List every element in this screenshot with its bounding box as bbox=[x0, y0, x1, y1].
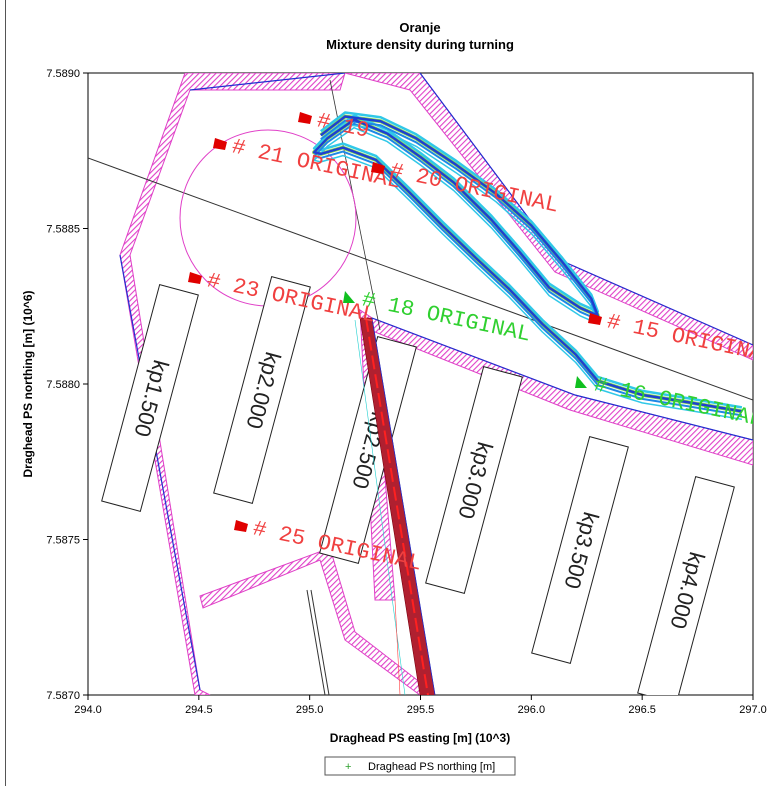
marker-flag bbox=[588, 313, 602, 325]
x-tick-label: 296.5 bbox=[628, 704, 656, 716]
chainage-box-frame bbox=[637, 476, 735, 695]
y-axis-label: Draghead PS northing [m] (10^6) bbox=[21, 290, 35, 477]
legend-marker: + bbox=[345, 761, 351, 773]
x-axis-label: Draghead PS easting [m] (10^3) bbox=[330, 731, 510, 745]
draghead-track bbox=[312, 111, 743, 421]
pipeline bbox=[354, 317, 436, 695]
marker-triangle bbox=[575, 376, 587, 388]
x-tick-label: 295.0 bbox=[296, 704, 324, 716]
track-line bbox=[313, 123, 743, 421]
x-tick-label: 294.0 bbox=[74, 704, 102, 716]
legend-label: Draghead PS northing [m] bbox=[368, 761, 495, 773]
chart-subtitle: Mixture density during turning bbox=[326, 37, 514, 52]
track-line bbox=[312, 111, 743, 409]
route-centerline bbox=[88, 157, 753, 401]
boundary-line-blue-3 bbox=[371, 317, 753, 441]
x-tick-label: 297.0 bbox=[739, 704, 767, 716]
y-tick-label: 7.5880 bbox=[46, 379, 80, 391]
area-boundary-west bbox=[119, 73, 346, 695]
y-tick-label: 7.5890 bbox=[46, 68, 80, 80]
legend-box bbox=[324, 756, 516, 776]
chainage-box-frame bbox=[531, 436, 629, 664]
pier bbox=[306, 589, 330, 695]
chainage-box-frame bbox=[213, 276, 311, 504]
track-line bbox=[313, 119, 743, 417]
chainage-box-frame bbox=[101, 284, 199, 512]
boundary-line-blue-1 bbox=[189, 73, 346, 91]
y-tick-label: 7.5875 bbox=[46, 535, 80, 547]
chainage-box: kp4.000 bbox=[637, 476, 735, 695]
marker-flag bbox=[371, 162, 385, 174]
chainage-box-frame bbox=[425, 366, 523, 594]
marker-flag bbox=[188, 272, 202, 284]
x-axis: 294.0 294.5 295.0 295.5 296.0 296.5 297.0 bbox=[74, 695, 767, 716]
y-tick-label: 7.5870 bbox=[46, 690, 80, 702]
y-tick-label: 7.5885 bbox=[46, 224, 80, 236]
left-divider bbox=[5, 0, 6, 786]
marker-flag bbox=[213, 138, 227, 150]
track-line bbox=[312, 115, 743, 413]
boundary-line-blue-2 bbox=[119, 254, 201, 691]
x-tick-label: 296.0 bbox=[518, 704, 546, 716]
chart-title: Oranje bbox=[399, 20, 440, 35]
x-tick-label: 295.5 bbox=[407, 704, 435, 716]
marker-flag bbox=[234, 520, 248, 532]
marker-flag bbox=[298, 112, 312, 124]
marker-triangle bbox=[343, 291, 355, 303]
x-tick-label: 294.5 bbox=[185, 704, 213, 716]
y-axis: 7.5870 7.5875 7.5880 7.5885 7.5890 bbox=[46, 68, 88, 702]
legend: + Draghead PS northing [m] bbox=[324, 756, 516, 776]
plot-area bbox=[87, 72, 754, 696]
area-boundary-south-strip bbox=[199, 547, 431, 695]
